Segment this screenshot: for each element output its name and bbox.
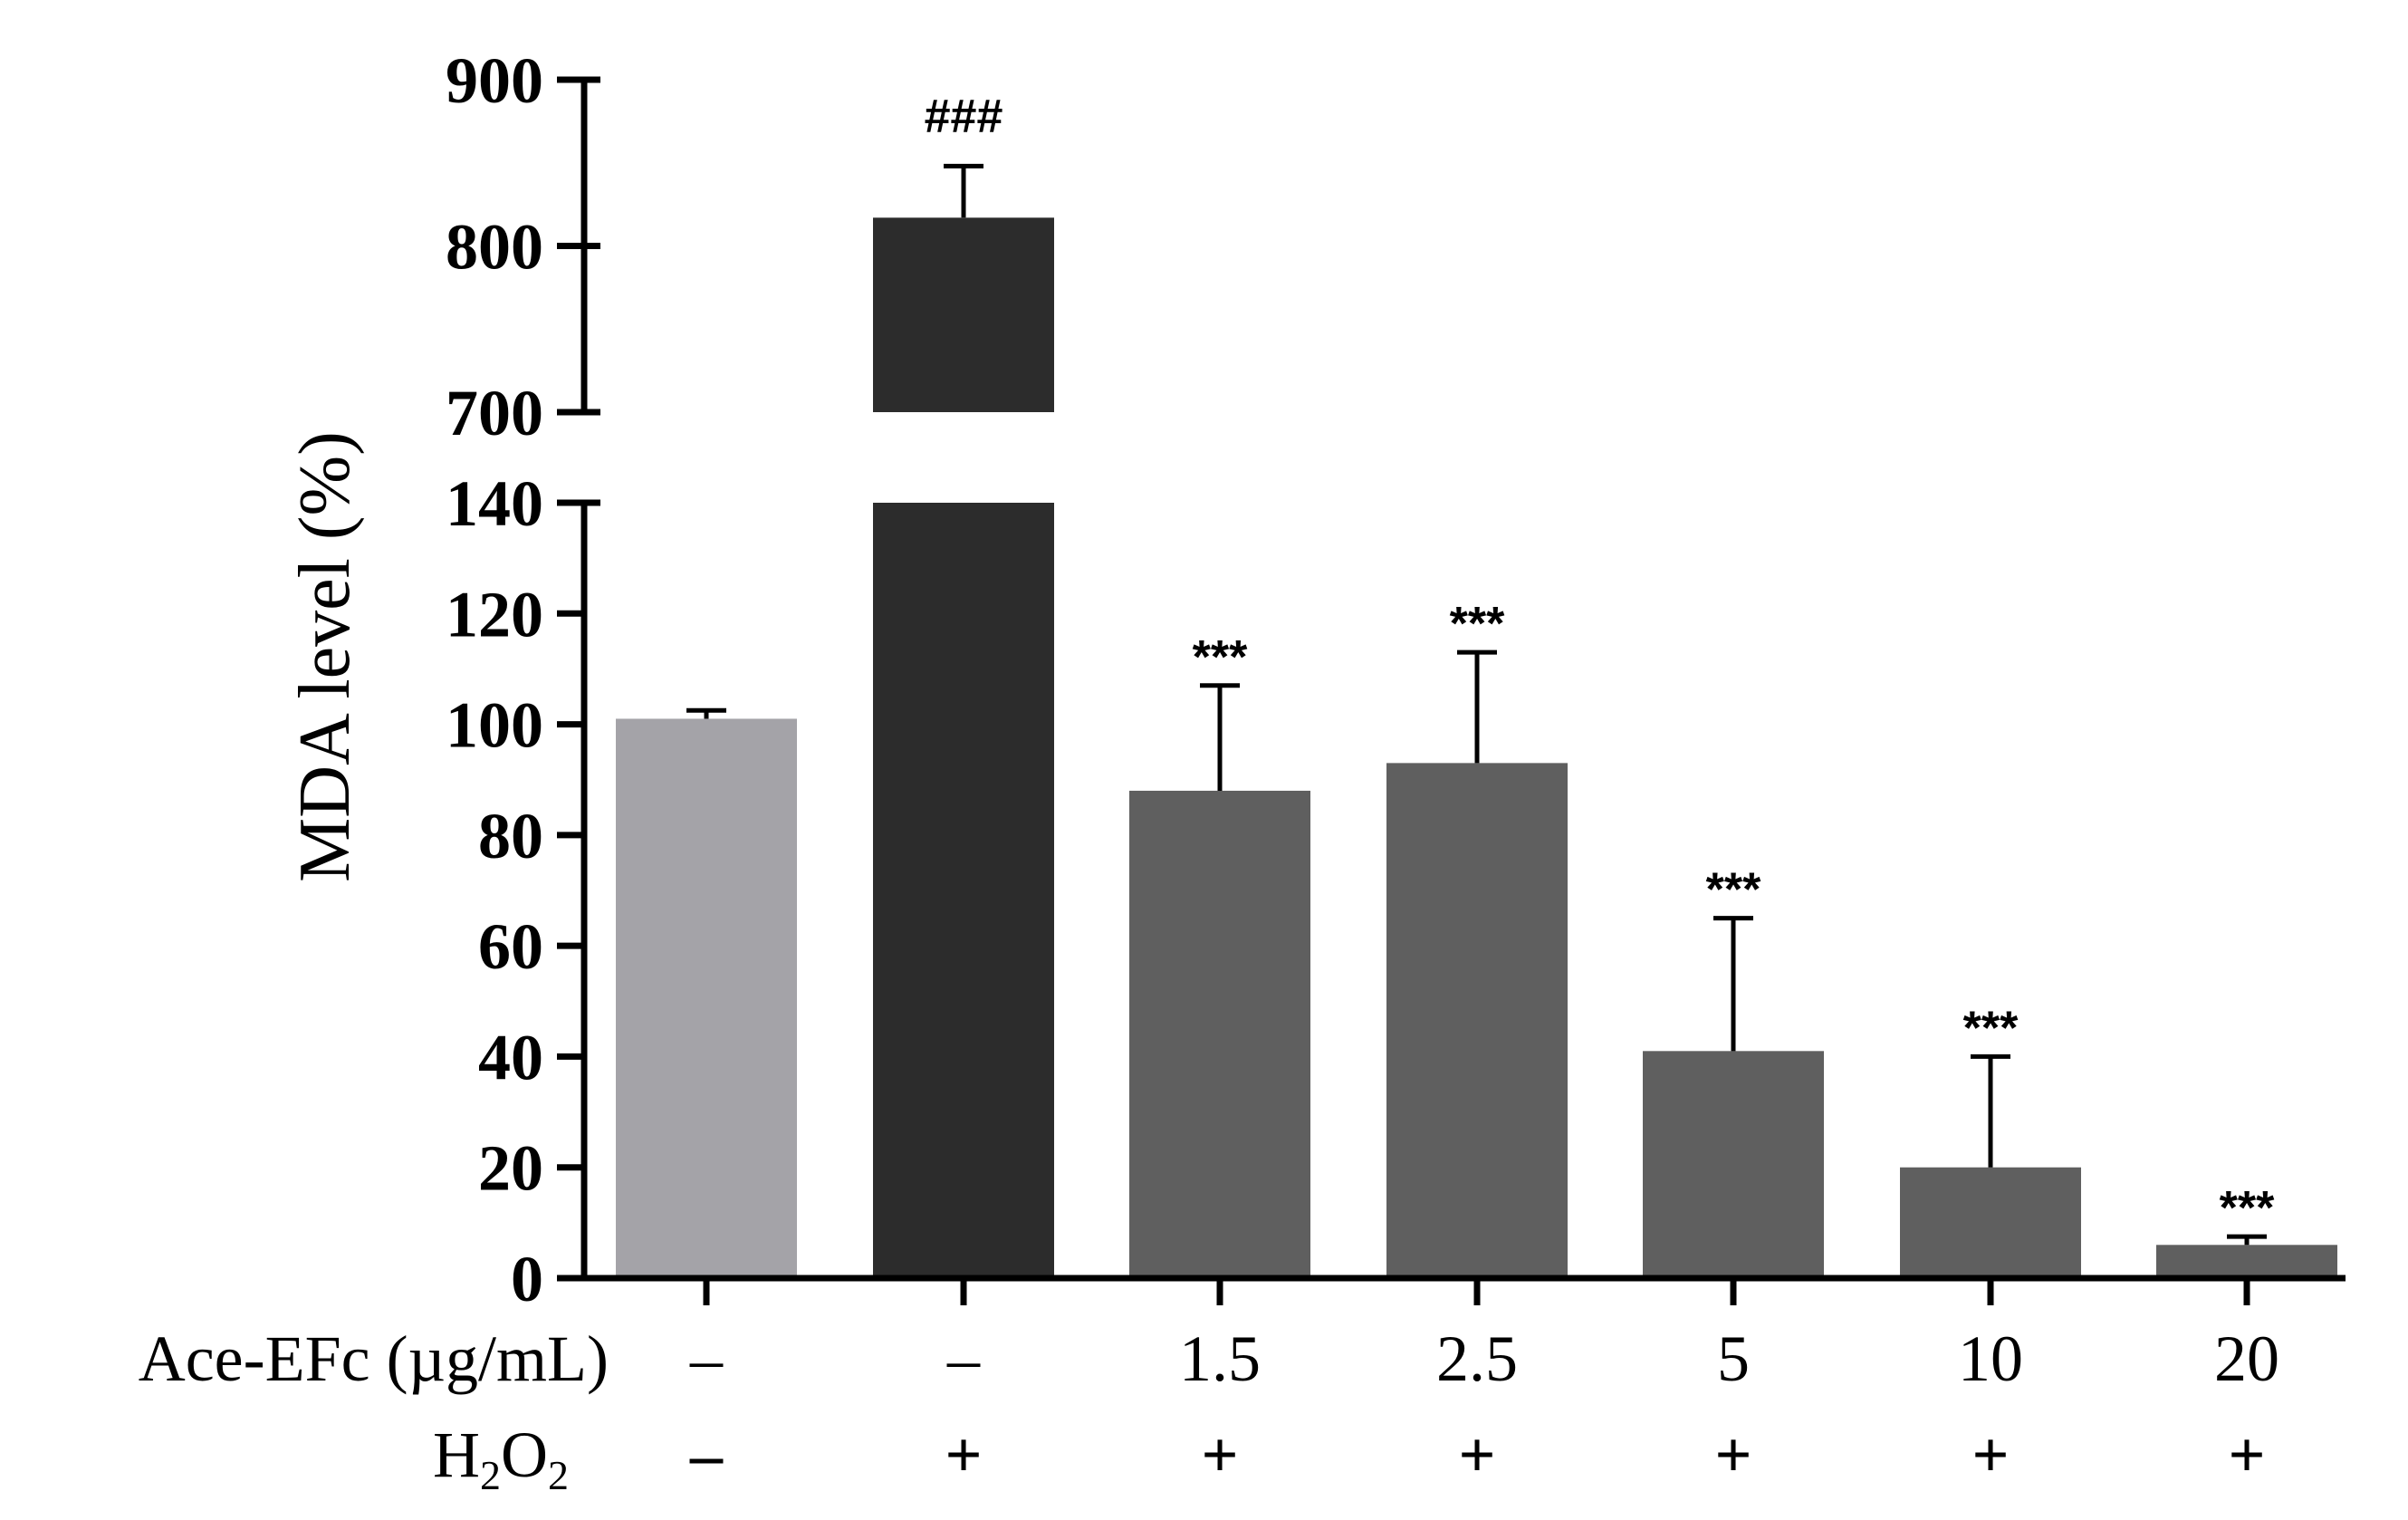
bar-upper-segment — [873, 217, 1054, 412]
h2o2-value: + — [1201, 1419, 1238, 1491]
h2o2-value: + — [1971, 1419, 2009, 1491]
h2o2-value: + — [945, 1419, 982, 1491]
h2o2-value: + — [1714, 1419, 1751, 1491]
upper-y-tick-label: 900 — [446, 44, 543, 117]
ace-efc-value: 5 — [1717, 1323, 1750, 1395]
lower-y-axis: 0 20 40 60 80 100 120 140 — [446, 467, 600, 1315]
x-axis — [581, 1275, 2346, 1305]
lower-y-tick-label: 40 — [478, 1021, 543, 1093]
upper-y-tick-label: 700 — [446, 377, 543, 449]
bars: ### *** *** *** *** *** — [616, 90, 2337, 1278]
h2o2-value: – — [689, 1419, 724, 1491]
bar — [1643, 1051, 1824, 1278]
h2o2-value: + — [1458, 1419, 1495, 1491]
bar — [1129, 790, 1310, 1278]
ace-efc-value: 20 — [2214, 1323, 2279, 1395]
significance-annotation: *** — [2220, 1182, 2275, 1235]
lower-y-tick-label: 60 — [478, 910, 543, 983]
h2o2-value: + — [2228, 1419, 2265, 1491]
ace-efc-value: 10 — [1958, 1323, 2023, 1395]
bar — [1386, 763, 1568, 1278]
y-axis-label: MDA level (%) — [285, 431, 365, 882]
ace-efc-value: 2.5 — [1436, 1323, 1518, 1395]
h2o2-sub-2: 2 — [548, 1452, 569, 1498]
lower-y-tick-label: 0 — [511, 1243, 543, 1315]
lower-y-tick-label: 120 — [446, 578, 543, 650]
bar-lower-segment — [873, 503, 1054, 1278]
lower-y-tick-label: 140 — [446, 467, 543, 540]
upper-y-tick-label: 800 — [446, 211, 543, 284]
treatment-rows: – – 1.5 2.5 5 10 20 – + + + + + + — [689, 1323, 2279, 1491]
significance-annotation: *** — [1193, 631, 1248, 684]
h2o2-sub-1: 2 — [480, 1452, 501, 1498]
significance-annotation: *** — [1450, 598, 1505, 650]
significance-annotation: *** — [1963, 1002, 2019, 1054]
bar — [2156, 1245, 2337, 1278]
upper-y-axis: 700 800 900 — [446, 44, 600, 449]
bar — [1900, 1167, 2081, 1278]
lower-y-tick-label: 80 — [478, 800, 543, 872]
ace-efc-value: – — [946, 1323, 981, 1395]
h2o2-h: H — [433, 1419, 480, 1491]
h2o2-o: O — [501, 1419, 548, 1491]
lower-y-tick-label: 100 — [446, 689, 543, 762]
significance-annotation: *** — [1706, 864, 1761, 917]
lower-y-tick-label: 20 — [478, 1132, 543, 1205]
row-label-ace-efc: Ace-EFc (µg/mL) — [139, 1323, 609, 1395]
bar — [616, 718, 797, 1278]
row-label-h2o2: H2O2 — [433, 1419, 569, 1498]
significance-annotation: ### — [925, 90, 1003, 142]
ace-efc-value: – — [689, 1323, 724, 1395]
ace-efc-value: 1.5 — [1179, 1323, 1261, 1395]
